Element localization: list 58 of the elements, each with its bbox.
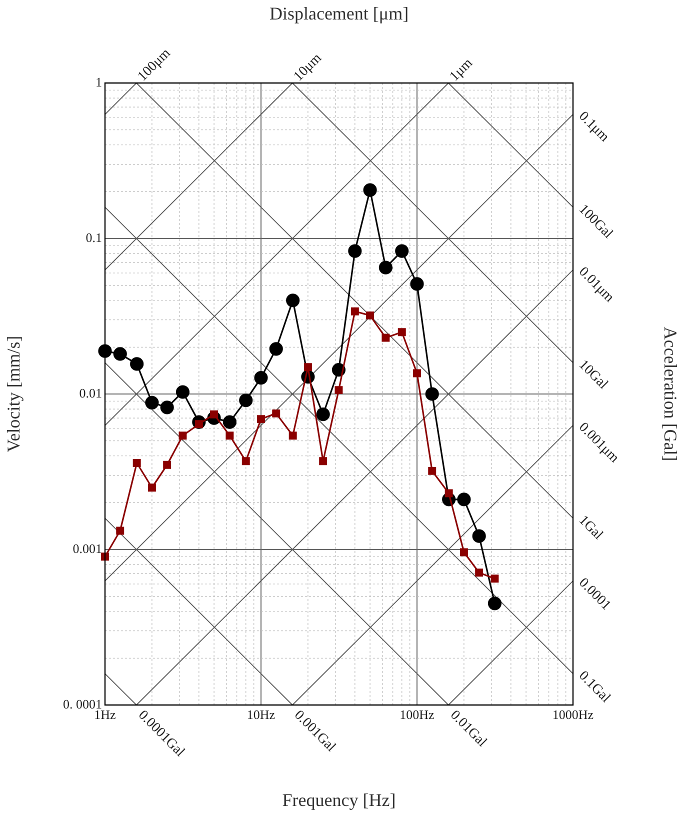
point	[428, 466, 436, 475]
point	[226, 432, 234, 440]
point	[160, 400, 174, 414]
x-tick-label: 1000Hz	[552, 707, 594, 722]
point	[316, 408, 330, 422]
point	[350, 307, 359, 316]
y2-axis-title: Acceleration [Gal]	[660, 326, 680, 462]
point	[475, 568, 484, 577]
point	[460, 548, 468, 556]
y-tick-label: 0.01	[79, 385, 102, 400]
y-axis-title: Velocity [mm/s]	[4, 336, 24, 452]
point	[334, 386, 343, 394]
point	[130, 357, 144, 371]
point	[176, 385, 190, 399]
y-tick-label: 0.001	[72, 540, 102, 556]
point	[101, 552, 109, 561]
point	[410, 277, 424, 291]
point	[113, 347, 127, 361]
y-tick-label: 0.1	[86, 230, 102, 245]
x-axis-title: Frequency [Hz]	[282, 790, 396, 810]
point	[242, 457, 250, 466]
point	[363, 183, 377, 197]
point	[348, 244, 362, 258]
point	[457, 492, 471, 506]
point	[132, 459, 141, 467]
point	[272, 409, 280, 418]
annotation: 1μm	[447, 56, 476, 84]
point	[488, 596, 502, 610]
point	[490, 574, 499, 583]
point	[116, 526, 124, 535]
point	[239, 394, 253, 408]
point	[319, 457, 328, 466]
point	[395, 244, 409, 258]
point	[163, 460, 172, 469]
point	[210, 410, 218, 418]
point	[382, 334, 390, 342]
point	[304, 363, 312, 372]
point	[269, 342, 283, 356]
point	[413, 369, 421, 378]
x-tick-label: 100Hz	[400, 707, 435, 722]
point	[254, 371, 268, 385]
x2-axis-title: Displacement [μm]	[269, 4, 409, 24]
point	[472, 529, 486, 543]
point	[148, 484, 156, 492]
point	[178, 432, 187, 440]
point	[257, 415, 265, 424]
point	[98, 344, 112, 358]
point	[222, 415, 236, 429]
y-tick-label: 1	[96, 74, 102, 90]
point	[145, 396, 159, 410]
point	[425, 387, 439, 401]
point	[378, 260, 392, 274]
point	[288, 432, 297, 440]
x-tick-label: 10Hz	[246, 707, 276, 722]
point	[444, 489, 453, 498]
point	[398, 328, 406, 336]
point	[366, 311, 374, 320]
point	[286, 294, 300, 308]
